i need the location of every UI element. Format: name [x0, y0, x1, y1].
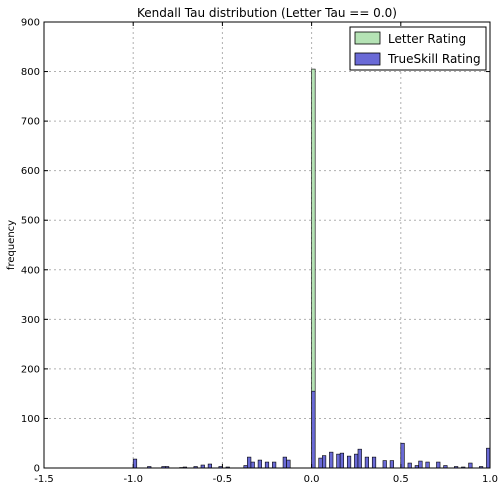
histogram-bar [340, 453, 344, 468]
y-tick-label: 700 [21, 117, 40, 128]
histogram-bar [372, 457, 376, 468]
y-tick-label: 200 [21, 364, 40, 375]
histogram-bar [426, 462, 430, 468]
histogram-bar [469, 463, 473, 468]
x-tick-label: -0.5 [213, 474, 233, 485]
histogram-bar [322, 456, 326, 468]
histogram-bar [365, 457, 369, 468]
histogram-bar [283, 457, 287, 468]
x-tick-label: 1.0 [482, 474, 498, 485]
y-tick-label: 500 [21, 216, 40, 227]
histogram-bar [319, 458, 323, 468]
histogram-bar [329, 452, 333, 468]
y-tick-label: 800 [21, 67, 40, 78]
x-tick-label: -1.0 [123, 474, 143, 485]
x-tick-label: 0.5 [393, 474, 409, 485]
histogram-bar [258, 460, 262, 468]
y-tick-label: 400 [21, 265, 40, 276]
histogram-bar [436, 462, 440, 468]
histogram-bar [358, 449, 362, 468]
histogram-bar [287, 460, 291, 468]
x-tick-label: -1.5 [34, 474, 54, 485]
histogram-bar [390, 461, 394, 468]
y-axis-label: frequency [6, 220, 17, 270]
legend-label-letter-rating: Letter Rating [388, 32, 466, 46]
legend: Letter Rating TrueSkill Rating [350, 27, 486, 70]
histogram-bar [383, 461, 387, 468]
histogram-bar [251, 462, 255, 468]
y-tick-label: 600 [21, 166, 40, 177]
x-tick-label: 0.0 [304, 474, 320, 485]
chart-title: Kendall Tau distribution (Letter Tau == … [137, 6, 397, 20]
histogram-bar [347, 456, 351, 468]
y-tick-label: 0 [34, 464, 40, 475]
histogram-bar [208, 464, 212, 468]
histogram-bar [401, 443, 405, 468]
y-tick-label: 900 [21, 18, 40, 29]
histogram-bar [354, 454, 358, 468]
histogram-bar [337, 454, 341, 468]
y-tick-label: 100 [21, 414, 40, 425]
histogram-bar [133, 459, 137, 468]
legend-swatch-trueskill-rating [355, 53, 380, 65]
histogram-bar [272, 462, 276, 468]
legend-swatch-letter-rating [355, 32, 380, 44]
y-tick-label: 300 [21, 315, 40, 326]
legend-label-trueskill-rating: TrueSkill Rating [387, 52, 481, 66]
histogram-bar [408, 463, 412, 468]
histogram-bar [247, 457, 251, 468]
histogram-bar [486, 448, 490, 468]
histogram-bar [265, 462, 269, 468]
histogram-bar [312, 391, 316, 468]
histogram-bar [419, 461, 423, 468]
